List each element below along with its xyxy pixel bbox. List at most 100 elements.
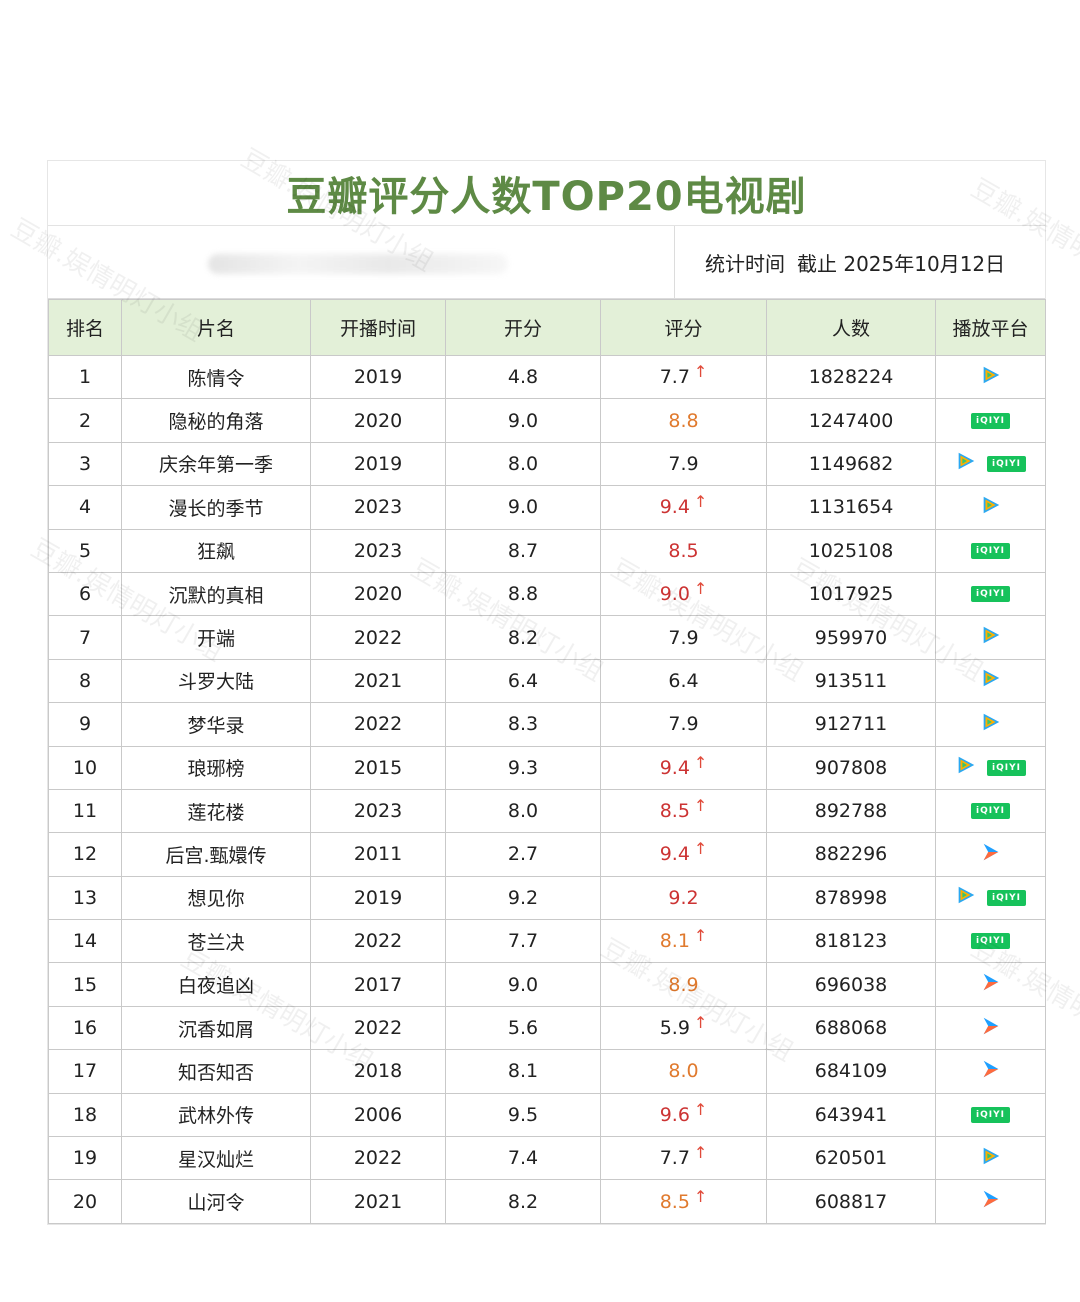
table-row: 1 陈情令 2019 4.8 7.7 ↑ 1828224 xyxy=(48,354,1046,400)
rating-count-cell: 913511 xyxy=(766,658,936,704)
platform-cell: iQIYI xyxy=(935,919,1046,964)
stat-value: 截止 2025年10月12日 xyxy=(797,251,1006,276)
rating-count-cell: 882296 xyxy=(766,832,936,877)
score-cell: 9.2 xyxy=(600,875,767,921)
opening-score-cell: 9.2 xyxy=(445,875,601,921)
youku-icon xyxy=(980,1015,1002,1042)
platform-cell xyxy=(935,1049,1046,1094)
iqiyi-icon: iQIYI xyxy=(987,455,1026,472)
year-cell: 2017 xyxy=(310,962,446,1007)
opening-score-cell: 8.1 xyxy=(445,1049,601,1094)
score-cell: 9.4 ↑ xyxy=(600,832,767,877)
rank-cell: 10 xyxy=(48,745,122,790)
year-cell: 2006 xyxy=(310,1092,446,1138)
title-cell: 白夜追凶 xyxy=(121,962,311,1007)
score-value: 7.7 xyxy=(659,366,690,389)
year-cell: 2011 xyxy=(310,832,446,877)
score-value: 8.5 xyxy=(659,800,690,823)
year-cell: 2021 xyxy=(310,658,446,704)
title-cell: 庆余年第一季 xyxy=(121,441,311,487)
year-cell: 2020 xyxy=(310,571,446,617)
table-row: 14 苍兰决 2022 7.7 8.1 ↑ 818123 iQIYI xyxy=(48,919,1046,964)
rank-cell: 1 xyxy=(48,354,122,400)
table-row: 17 知否知否 2018 8.1 8.0 684109 xyxy=(48,1049,1046,1094)
platform-cell xyxy=(935,1179,1046,1224)
score-cell: 8.8 xyxy=(600,398,767,443)
platform-cell: iQIYI xyxy=(935,528,1046,573)
page-title: 豆瓣评分人数TOP20电视剧 xyxy=(286,174,807,220)
rank-cell: 6 xyxy=(48,571,122,617)
platform-cell xyxy=(935,1136,1046,1181)
title-cell: 沉香如屑 xyxy=(121,1005,311,1051)
opening-score-cell: 8.7 xyxy=(445,528,601,573)
title-cell: 隐秘的角落 xyxy=(121,398,311,443)
rank-cell: 13 xyxy=(48,875,122,921)
rank-cell: 12 xyxy=(48,832,122,877)
score-value: 6.4 xyxy=(668,669,699,692)
up-arrow-icon: ↑ xyxy=(693,926,708,946)
table-row: 9 梦华录 2022 8.3 7.9 912711 xyxy=(48,702,1046,747)
platform-cell: iQIYI xyxy=(935,441,1046,487)
rating-count-cell: 688068 xyxy=(766,1005,936,1051)
opening-score-cell: 4.8 xyxy=(445,354,601,400)
score-cell: 9.4 ↑ xyxy=(600,485,767,530)
platform-cell: iQIYI xyxy=(935,745,1046,790)
header-row: 排名 片名 开播时间 开分 评分 人数 播放平台 xyxy=(48,299,1046,356)
platform-cell: iQIYI xyxy=(935,788,1046,834)
header-rank: 排名 xyxy=(48,299,122,356)
score-value: 9.0 xyxy=(659,583,690,606)
opening-score-cell: 8.2 xyxy=(445,615,601,660)
opening-score-cell: 8.3 xyxy=(445,702,601,747)
tencent-video-icon xyxy=(980,624,1002,651)
title-cell: 莲花楼 xyxy=(121,788,311,834)
title-cell: 沉默的真相 xyxy=(121,571,311,617)
header-rating-count: 人数 xyxy=(766,299,936,356)
title-cell: 后宫.甄嬛传 xyxy=(121,832,311,877)
table-body: 1 陈情令 2019 4.8 7.7 ↑ 1828224 2 隐秘的角落 2020 9.0 8.8 12… xyxy=(48,354,1046,1224)
title-cell: 斗罗大陆 xyxy=(121,658,311,704)
rank-cell: 18 xyxy=(48,1092,122,1138)
opening-score-cell: 8.2 xyxy=(445,1179,601,1224)
score-value: 7.9 xyxy=(668,626,699,649)
ranking-sheet: 豆瓣评分人数TOP20电视剧 统计时间 截止 2025年10月12日 排名 片名开… xyxy=(47,160,1046,1225)
year-cell: 2022 xyxy=(310,615,446,660)
table-row: 10 琅琊榜 2015 9.3 9.4 ↑ 907808 iQIYI xyxy=(48,745,1046,790)
platform-cell: iQIYI xyxy=(935,398,1046,443)
tencent-video-icon xyxy=(980,364,1002,391)
opening-score-cell: 9.0 xyxy=(445,962,601,1007)
iqiyi-icon: iQIYI xyxy=(987,889,1026,906)
score-cell: 8.5 xyxy=(600,528,767,573)
title-bar: 豆瓣评分人数TOP20电视剧 xyxy=(48,161,1045,226)
up-arrow-icon: ↑ xyxy=(693,492,708,512)
opening-score-cell: 9.3 xyxy=(445,745,601,790)
table-row: 19 星汉灿烂 2022 7.4 7.7 ↑ 620501 xyxy=(48,1136,1046,1181)
platform-cell xyxy=(935,615,1046,660)
score-cell: 7.7 ↑ xyxy=(600,354,767,400)
table-row: 6 沉默的真相 2020 8.8 9.0 ↑ 1017925 iQIYI xyxy=(48,571,1046,617)
platform-cell xyxy=(935,832,1046,877)
table-row: 18 武林外传 2006 9.5 9.6 ↑ 643941 iQIYI xyxy=(48,1092,1046,1138)
rating-count-cell: 1828224 xyxy=(766,354,936,400)
rating-count-cell: 1131654 xyxy=(766,485,936,530)
opening-score-cell: 8.0 xyxy=(445,441,601,487)
score-cell: 6.4 xyxy=(600,658,767,704)
score-cell: 9.4 ↑ xyxy=(600,745,767,790)
title-cell: 梦华录 xyxy=(121,702,311,747)
opening-score-cell: 9.0 xyxy=(445,485,601,530)
score-value: 7.9 xyxy=(668,452,699,475)
up-arrow-icon: ↑ xyxy=(693,1099,708,1119)
iqiyi-icon: iQIYI xyxy=(971,803,1010,820)
header-name: 片名 xyxy=(121,299,311,356)
rank-cell: 14 xyxy=(48,919,122,964)
score-cell: 8.0 xyxy=(600,1049,767,1094)
platform-cell xyxy=(935,354,1046,400)
rating-count-cell: 620501 xyxy=(766,1136,936,1181)
score-value: 8.8 xyxy=(668,409,699,432)
up-arrow-icon: ↑ xyxy=(693,839,708,859)
score-cell: 8.5 ↑ xyxy=(600,1179,767,1224)
rating-count-cell: 912711 xyxy=(766,702,936,747)
year-cell: 2021 xyxy=(310,1179,446,1224)
table-row: 3 庆余年第一季 2019 8.0 7.9 1149682 iQIYI xyxy=(48,441,1046,487)
opening-score-cell: 6.4 xyxy=(445,658,601,704)
score-cell: 7.9 xyxy=(600,615,767,660)
